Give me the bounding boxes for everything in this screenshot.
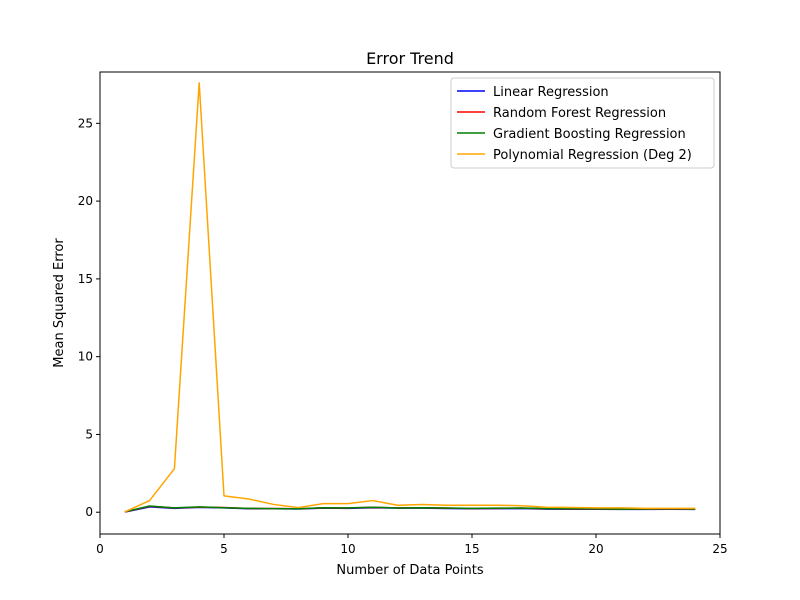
legend: Linear Regression Random Forest Regressio… xyxy=(450,77,715,169)
legend-label-4: Polynomial Regression (Deg 2) xyxy=(493,148,692,163)
plot-frame xyxy=(99,71,721,535)
y-tick-label: 20 xyxy=(78,194,93,208)
chart-title: Error Trend xyxy=(366,49,454,68)
legend-label-2: Random Forest Regression xyxy=(493,106,666,121)
x-axis-label: Number of Data Points xyxy=(336,563,483,578)
y-tick-label: 25 xyxy=(78,116,93,130)
x-tick-label: 25 xyxy=(712,542,727,556)
plot-lines xyxy=(124,82,696,513)
legend-label-3: Gradient Boosting Regression xyxy=(493,127,686,142)
y-axis-label: Mean Squared Error xyxy=(52,238,67,368)
x-tick-label: 10 xyxy=(340,542,355,556)
legend-box xyxy=(450,77,715,169)
y-tick-label: 15 xyxy=(78,272,93,286)
x-tick-label: 15 xyxy=(464,542,479,556)
series-line-4 xyxy=(124,82,696,513)
y-tick-label: 0 xyxy=(85,505,93,519)
x-tick-label: 20 xyxy=(588,542,603,556)
x-axis: 0 5 10 15 20 25 xyxy=(96,534,728,556)
legend-label-1: Linear Regression xyxy=(493,85,609,100)
y-tick-label: 5 xyxy=(85,427,93,441)
y-axis: 0 5 10 15 20 25 xyxy=(78,116,100,519)
series-line-3 xyxy=(124,505,696,513)
y-tick-label: 10 xyxy=(78,350,93,364)
x-tick-label: 0 xyxy=(96,542,104,556)
x-tick-label: 5 xyxy=(220,542,228,556)
